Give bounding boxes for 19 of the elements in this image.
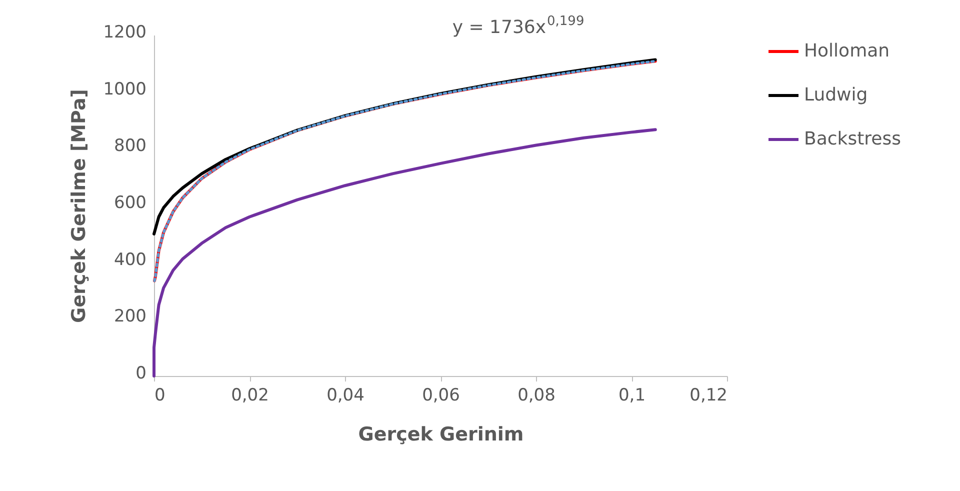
legend-label: Ludwig bbox=[804, 84, 868, 106]
y-axis-title: Gerçek Gerilme [MPa] bbox=[68, 89, 90, 323]
x-tick-label: 0,02 bbox=[231, 386, 269, 406]
y-tick-label: 600 bbox=[114, 193, 146, 213]
x-axis-title: Gerçek Gerinim bbox=[358, 424, 524, 446]
x-tick-label: 0,04 bbox=[326, 386, 364, 406]
y-tick-label: 0 bbox=[136, 364, 146, 384]
x-tick-label: 0,1 bbox=[618, 386, 646, 406]
y-tick-label: 400 bbox=[114, 250, 146, 270]
x-tick-label: 0,08 bbox=[518, 386, 556, 406]
x-tick-label: 0,06 bbox=[422, 386, 460, 406]
y-tick-label: 200 bbox=[114, 306, 146, 327]
x-tick-label: 0 bbox=[154, 386, 166, 406]
y-tick-label: 1000 bbox=[103, 79, 146, 100]
y-tick-label: 1200 bbox=[103, 22, 146, 42]
y-tick-label: 800 bbox=[114, 136, 146, 156]
legend-label: Holloman bbox=[804, 40, 890, 62]
legend-label: Backstress bbox=[804, 128, 901, 150]
x-tick-label: 0,12 bbox=[690, 386, 728, 406]
